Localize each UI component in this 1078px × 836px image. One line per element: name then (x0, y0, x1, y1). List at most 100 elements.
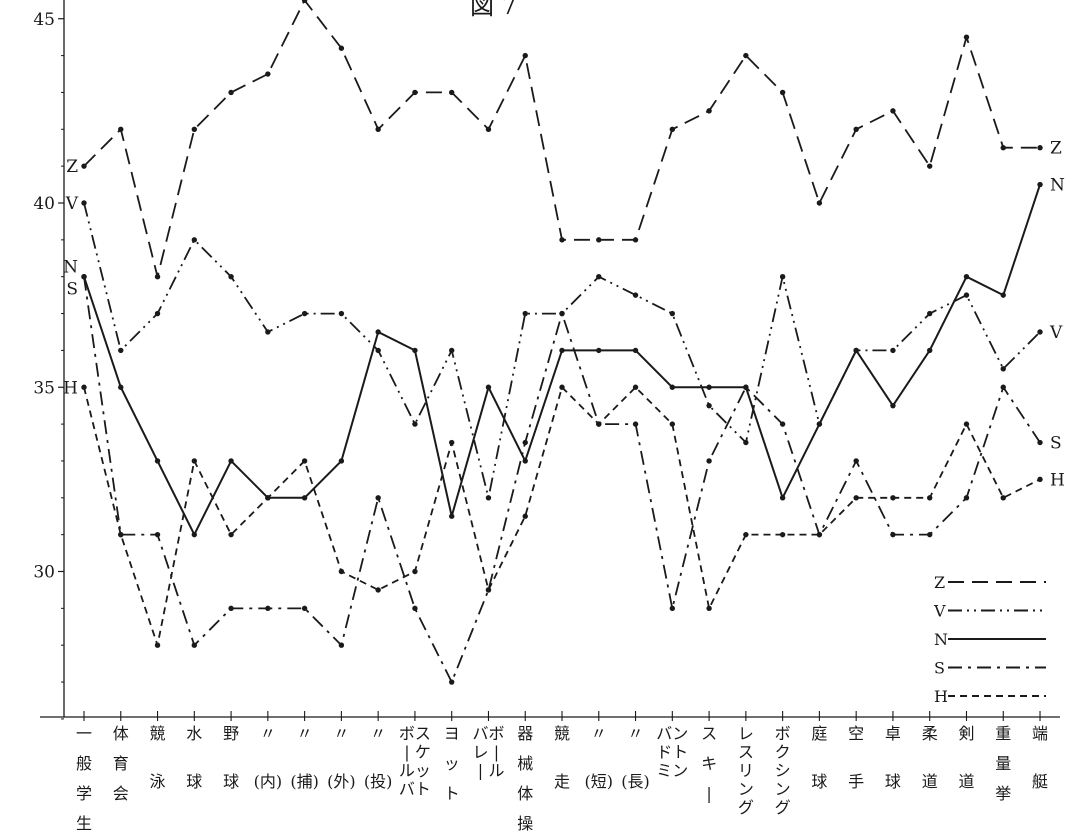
series-S (81, 274, 1042, 685)
data-point-Z (192, 127, 197, 132)
category-char: 剣 (958, 724, 974, 743)
data-point-Z (155, 274, 160, 279)
category-char: ッ (444, 754, 460, 773)
data-point-V (486, 495, 491, 500)
category-char: ト (672, 743, 688, 762)
data-point-S (302, 606, 307, 611)
data-point-V (743, 440, 748, 445)
category-char: 操 (517, 814, 533, 833)
data-point-H (486, 587, 491, 592)
category-char: 般 (76, 754, 92, 773)
data-point-Z (743, 53, 748, 58)
category-char: 〃 (591, 724, 607, 743)
data-point-N (523, 458, 528, 463)
category-char: ス (701, 724, 717, 743)
category-char: ン (672, 724, 688, 743)
category-char: 挙 (995, 784, 1011, 803)
category-char: | (494, 743, 499, 762)
category-label: バドミントン (656, 724, 688, 780)
data-point-Z (559, 237, 564, 242)
data-point-Z (890, 108, 895, 113)
data-point-V (890, 348, 895, 353)
data-point-V (780, 274, 785, 279)
category-char: 庭 (811, 724, 827, 743)
data-point-V (449, 348, 454, 353)
category-char: 生 (76, 814, 92, 833)
legend-label-H: H (934, 687, 948, 706)
data-point-N (780, 495, 785, 500)
data-point-Z (633, 237, 638, 242)
data-point-Z (596, 237, 601, 242)
category-char: | (706, 784, 711, 803)
right-label-H: H (1050, 470, 1065, 490)
category-char: グ (738, 798, 754, 817)
right-label-V: V (1049, 323, 1063, 343)
category-label: 一般学生 (76, 724, 92, 833)
data-point-Z (412, 90, 417, 95)
left-label-Z: Z (66, 157, 78, 177)
category-char: (内) (254, 772, 283, 791)
category-label: 卓球 (885, 724, 901, 791)
data-point-N (449, 514, 454, 519)
data-point-Z (780, 90, 785, 95)
data-point-H (853, 495, 858, 500)
series-Z (81, 0, 1042, 279)
data-point-V (375, 348, 380, 353)
category-char: 球 (885, 772, 901, 791)
category-char: リ (738, 761, 754, 780)
category-char: 水 (186, 724, 202, 743)
chart-axes: 30 35 40 45 (33, 0, 1060, 721)
data-point-S (339, 643, 344, 648)
data-point-H (706, 606, 711, 611)
data-point-H (375, 587, 380, 592)
category-char: 艇 (1032, 772, 1048, 791)
y-tick-label: 30 (33, 563, 55, 583)
data-point-N (339, 458, 344, 463)
data-point-H (817, 532, 822, 537)
data-point-N (670, 385, 675, 390)
legend-label-N: N (934, 630, 948, 649)
category-char: ミ (656, 761, 672, 780)
category-char: ル (399, 761, 415, 780)
data-point-Z (670, 127, 675, 132)
data-point-V (192, 237, 197, 242)
category-label: 〃(長) (621, 724, 650, 791)
category-char: 球 (811, 772, 827, 791)
category-label: レスリング (738, 724, 754, 817)
category-label: バレ|ボ|ル (472, 724, 504, 780)
category-char: 卓 (885, 724, 901, 743)
category-char: ク (775, 743, 791, 762)
data-point-S (81, 274, 86, 279)
data-point-S (670, 606, 675, 611)
data-point-Z (486, 127, 491, 132)
data-point-S (228, 606, 233, 611)
category-label: 水球 (186, 724, 202, 791)
legend: ZVNSH (933, 573, 1046, 706)
data-point-Z (81, 163, 86, 168)
category-char: ボ (775, 724, 791, 743)
category-label: 競走 (554, 724, 570, 791)
data-point-N (486, 385, 491, 390)
data-point-V (596, 274, 601, 279)
data-point-Z (964, 34, 969, 39)
data-point-V (633, 292, 638, 297)
category-char: 空 (848, 724, 864, 743)
category-char: 走 (554, 772, 570, 791)
series-H (81, 385, 1042, 648)
category-label: 端艇 (1032, 724, 1048, 791)
category-char: ル (488, 761, 504, 780)
category-char: 体 (113, 724, 129, 743)
legend-label-Z: Z (934, 573, 945, 592)
category-char: 育 (113, 754, 129, 773)
data-point-V (118, 348, 123, 353)
category-char: ス (415, 724, 431, 743)
data-point-N (633, 348, 638, 353)
data-point-H (964, 421, 969, 426)
data-point-S (964, 495, 969, 500)
data-point-V (339, 311, 344, 316)
category-char: ド (656, 743, 672, 762)
data-point-V (228, 274, 233, 279)
data-point-H (780, 532, 785, 537)
category-char: (短) (585, 772, 614, 791)
